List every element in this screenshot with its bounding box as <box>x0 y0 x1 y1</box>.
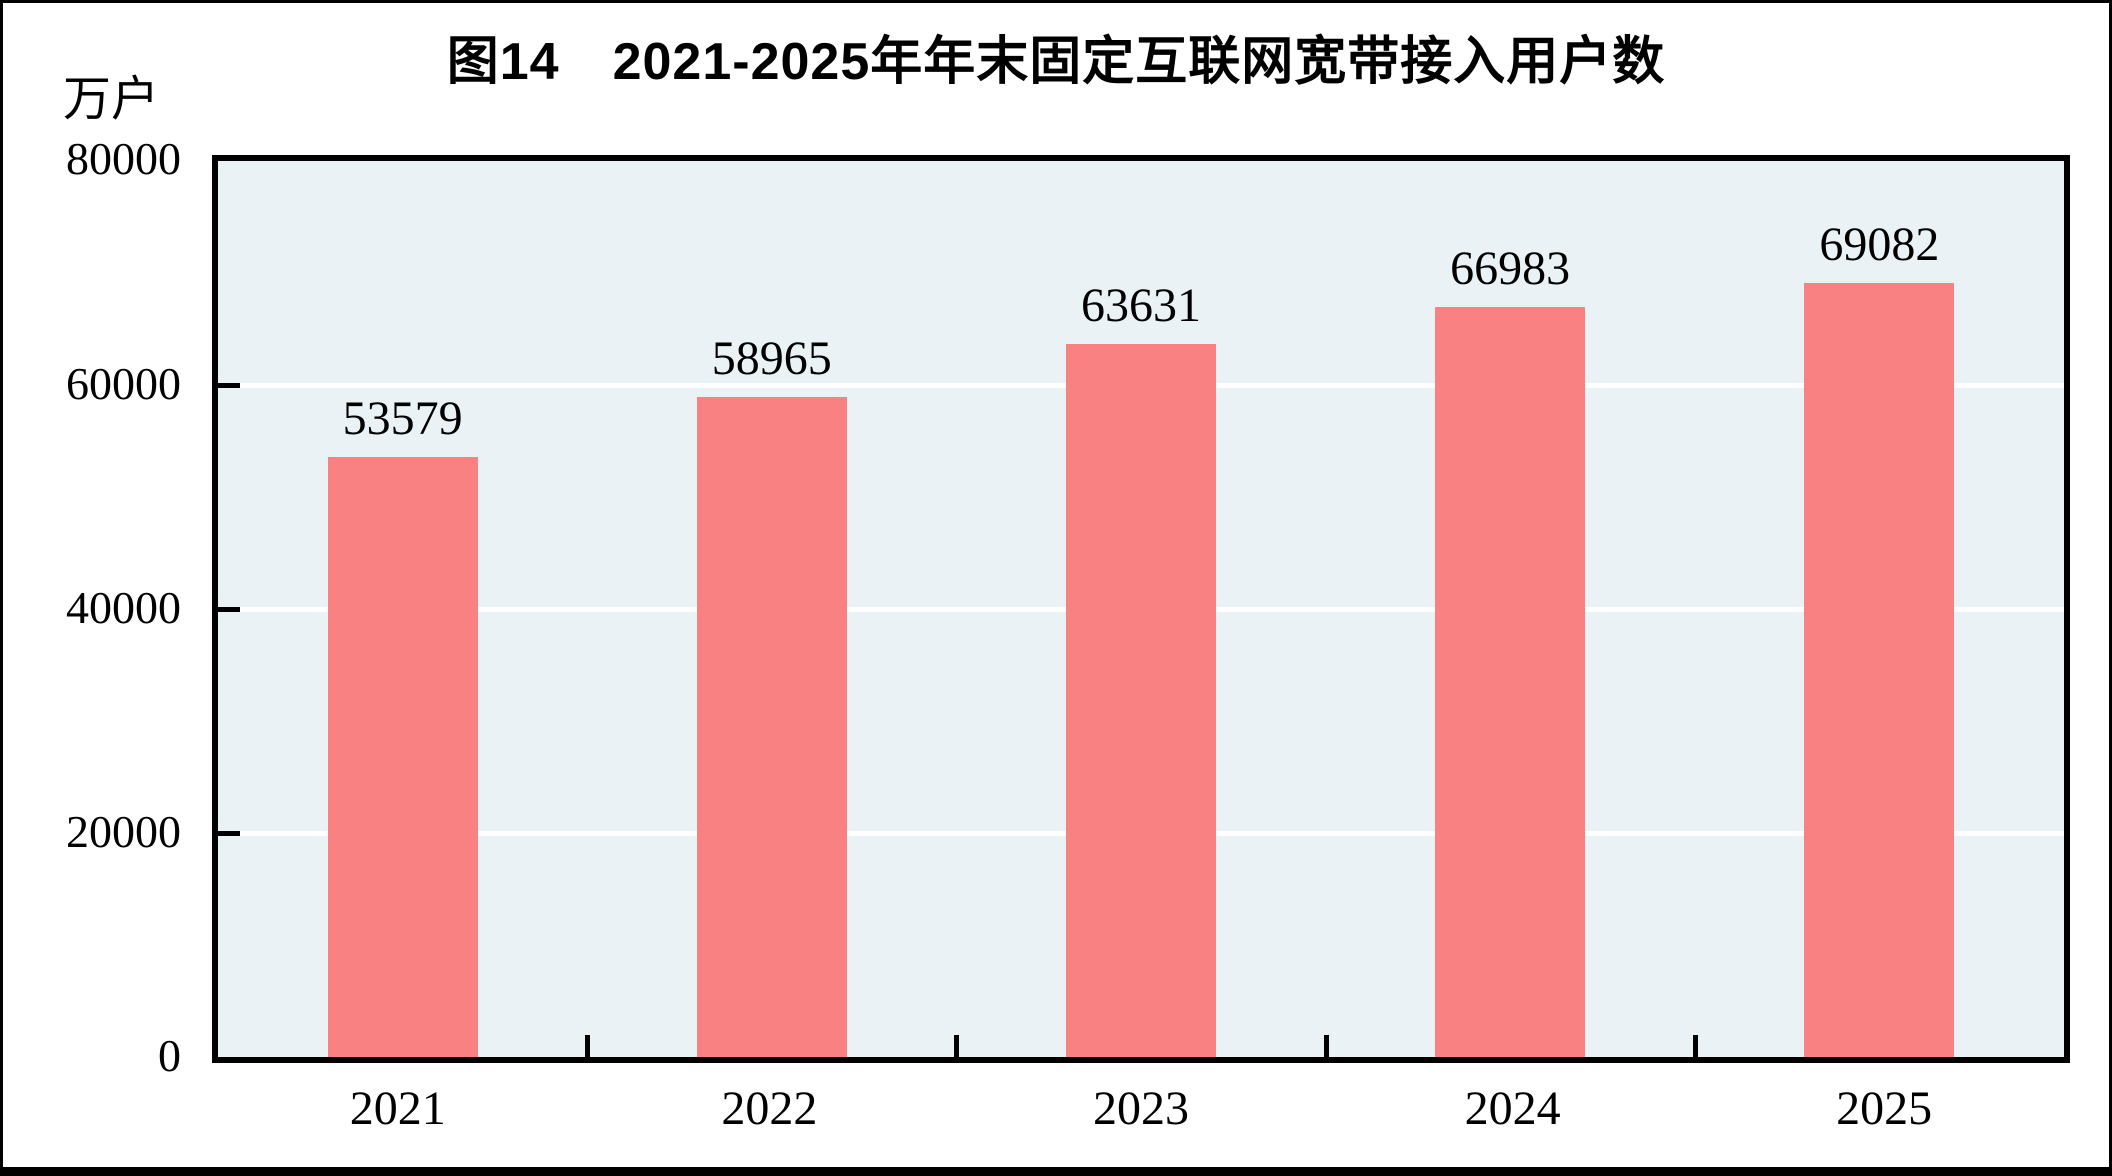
y-tick-label-80000: 80000 <box>66 133 181 184</box>
data-label-2024: 66983 <box>1450 241 1571 295</box>
x-tick-mark-3 <box>1323 1035 1329 1057</box>
x-axis-labels: 2021 2022 2023 2024 2025 <box>212 1083 2070 1135</box>
bar-2023 <box>1065 344 1216 1057</box>
bar-2024 <box>1435 306 1586 1057</box>
y-tick-mark-20000 <box>218 831 240 836</box>
y-tick-label-20000: 20000 <box>66 806 181 857</box>
x-tick-mark-1 <box>585 1035 591 1057</box>
bar-2025 <box>1804 283 1955 1057</box>
data-label-2021: 53579 <box>342 391 463 445</box>
y-axis-unit-label: 万户 <box>63 73 160 126</box>
y-tick-label-0: 0 <box>158 1030 181 1081</box>
bar-group-2025: 69082 <box>1695 161 2064 1057</box>
x-tick-label-2021: 2021 <box>349 1082 446 1135</box>
y-tick-label-40000: 40000 <box>66 582 181 633</box>
bar-2022 <box>696 396 847 1057</box>
x-tick-mark-4 <box>1692 1035 1698 1057</box>
chart-title: 图14 2021-2025年年末固定互联网宽带接入用户数 <box>446 33 1666 91</box>
y-tick-mark-40000 <box>218 607 240 612</box>
data-label-2023: 63631 <box>1080 279 1201 333</box>
y-tick-mark-60000 <box>218 383 240 388</box>
x-tick-label-2022: 2022 <box>721 1082 818 1135</box>
data-label-2025: 69082 <box>1819 218 1940 272</box>
y-tick-label-60000: 60000 <box>66 358 181 409</box>
x-tick-mark-2 <box>954 1035 960 1057</box>
plot-area: 53579 58965 63631 66983 69082 <box>212 155 2070 1063</box>
bar-group-2024: 66983 <box>1326 161 1695 1057</box>
data-label-2022: 58965 <box>711 331 832 385</box>
bar-group-2023: 63631 <box>956 161 1325 1057</box>
bar-group-2022: 58965 <box>587 161 956 1057</box>
x-tick-label-2025: 2025 <box>1836 1082 1933 1135</box>
bar-group-2021: 53579 <box>218 161 587 1057</box>
bar-2021 <box>327 456 478 1057</box>
x-tick-label-2023: 2023 <box>1092 1082 1189 1135</box>
x-tick-label-2024: 2024 <box>1464 1082 1561 1135</box>
bar-series: 53579 58965 63631 66983 69082 <box>218 161 2064 1057</box>
